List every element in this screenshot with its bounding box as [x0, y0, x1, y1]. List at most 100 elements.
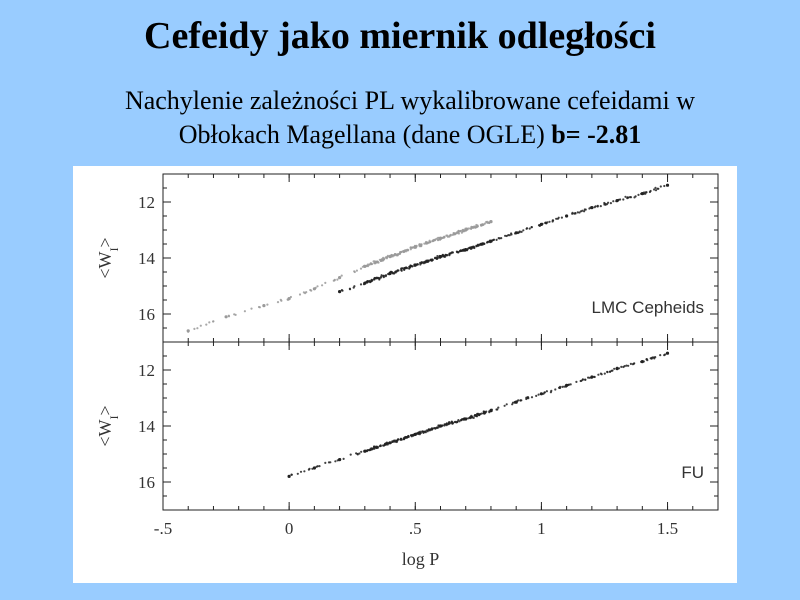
scatter-dot	[402, 438, 405, 441]
scatter-dot	[303, 470, 306, 473]
data-point	[287, 474, 291, 478]
scatter-dot	[290, 473, 293, 476]
scatter-dot	[637, 193, 640, 196]
scatter-dot	[352, 286, 355, 289]
scatter-dot	[464, 248, 467, 251]
scatter-dot	[606, 370, 609, 373]
scatter-dot	[620, 365, 623, 368]
scatter-dot	[314, 286, 317, 289]
scatter-dot	[513, 401, 516, 404]
scatter-dot	[276, 301, 280, 304]
y-axis-title: <WI>	[95, 405, 121, 446]
scatter-dot	[429, 240, 432, 244]
scatter-dot	[599, 205, 602, 208]
scatter-dot	[316, 285, 319, 288]
scatter-dot	[383, 257, 386, 260]
scatter-dot	[608, 370, 612, 373]
scatter-dot	[375, 260, 378, 263]
scatter-dot	[387, 442, 390, 445]
scatter-dot	[488, 410, 491, 413]
scatter-dot	[663, 184, 666, 188]
scatter-dot	[426, 260, 429, 263]
scatter-dot	[579, 210, 583, 213]
scatter-dot	[434, 427, 437, 430]
scatter-dot	[373, 262, 376, 265]
scatter-dot	[489, 241, 492, 244]
scatter-dot	[411, 265, 414, 268]
scatter-dot	[480, 412, 483, 415]
scatter-dot	[411, 246, 414, 249]
scatter-dot	[470, 227, 473, 230]
scatter-dot	[449, 233, 452, 236]
slide-subtitle: Nachylenie zależności PL wykalibrowane c…	[40, 84, 780, 152]
scatter-dot	[549, 391, 552, 394]
y-axis-title: <WI>	[95, 237, 121, 278]
scatter-dot	[541, 222, 544, 225]
scatter-dot	[436, 239, 440, 242]
scatter-dot	[600, 373, 603, 376]
scatter-dot	[459, 249, 462, 252]
scatter-dot	[642, 192, 645, 195]
scatter-dot	[527, 397, 530, 400]
scatter-dot	[424, 430, 427, 433]
scatter-dot	[418, 431, 421, 434]
scatter-dot	[664, 353, 667, 356]
scatter-dot	[470, 246, 473, 249]
scatter-dot	[386, 254, 389, 257]
scatter-dot	[451, 251, 454, 254]
scatter-dot	[609, 202, 613, 205]
scatter-dot	[382, 274, 385, 277]
scatter-dot	[445, 424, 448, 427]
scatter-dot	[500, 237, 503, 240]
scatter-dot	[592, 375, 596, 378]
scatter-dot	[648, 190, 652, 194]
scatter-dot	[460, 418, 463, 421]
scatter-dot	[626, 197, 629, 200]
scatter-dot	[611, 369, 614, 372]
scatter-dot	[475, 245, 478, 248]
scatter-dot	[448, 254, 451, 257]
scatter-dot	[492, 238, 495, 242]
scatter-dot	[612, 200, 615, 203]
scatter-dot	[429, 428, 432, 431]
scatter-dot	[407, 435, 410, 438]
y-tick-label: 16	[138, 305, 155, 324]
scatter-dot	[625, 364, 628, 367]
scatter-dot	[439, 255, 442, 258]
scatter-dot	[416, 263, 419, 266]
scatter-dot	[581, 378, 584, 381]
y-tick-label: 14	[138, 249, 156, 268]
scatter-dot	[321, 284, 324, 287]
scatter-dot	[421, 430, 424, 433]
scatter-dot	[543, 391, 546, 394]
scatter-dot	[457, 229, 460, 232]
scatter-dot	[605, 203, 609, 206]
scatter-dot	[497, 237, 500, 240]
scatter-dot	[420, 244, 423, 247]
scatter-dot	[428, 428, 431, 431]
scatter-dot	[405, 248, 408, 252]
scatter-dot	[640, 360, 643, 363]
scatter-dot	[311, 467, 314, 470]
scatter-dot	[510, 233, 513, 236]
scatter-dot	[583, 208, 586, 211]
scatter-dot	[375, 276, 378, 279]
scatter-dot	[298, 293, 302, 296]
y-tick-label: 16	[138, 473, 155, 492]
scatter-dot	[495, 238, 498, 241]
scatter-dot	[457, 231, 460, 234]
scatter-dot	[597, 373, 600, 376]
scatter-dot	[552, 219, 555, 222]
panel-label-0: LMC Cepheids	[592, 298, 704, 317]
series-0-0	[186, 220, 493, 333]
scatter-dot	[372, 447, 375, 450]
scatter-dot	[603, 203, 606, 206]
scatter-dot	[263, 304, 266, 307]
scatter-dot	[431, 258, 434, 262]
scatter-dot	[514, 232, 517, 235]
scatter-dot	[617, 198, 620, 201]
slope-value: b= -2.81	[551, 120, 642, 149]
scatter-dot	[454, 420, 457, 423]
scatter-dot	[561, 385, 564, 388]
scatter-dot	[544, 221, 547, 225]
